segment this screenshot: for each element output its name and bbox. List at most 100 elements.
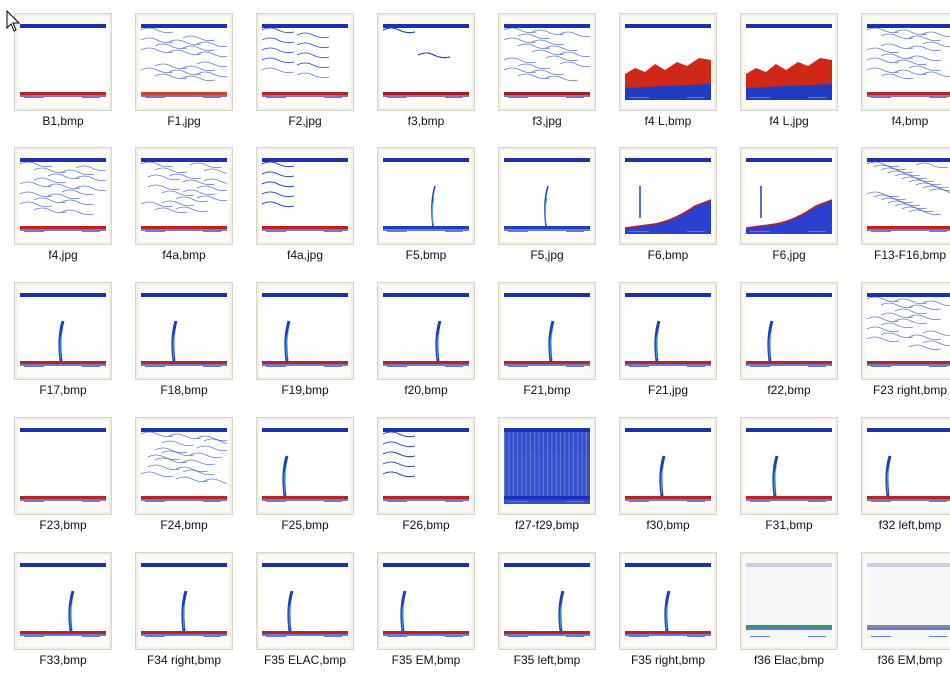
- file-item[interactable]: f27-f29,bmp: [498, 417, 618, 547]
- file-name-label[interactable]: F17,bmp: [39, 383, 87, 397]
- file-name-label[interactable]: f4,bmp: [891, 114, 929, 128]
- file-item[interactable]: F6,jpg: [740, 147, 860, 277]
- thumbnail-frame[interactable]: [256, 13, 354, 111]
- file-name-label[interactable]: f3,bmp: [407, 114, 445, 128]
- thumbnail-frame[interactable]: [498, 552, 596, 650]
- file-item[interactable]: f36 Elac,bmp: [740, 552, 860, 682]
- file-name-label[interactable]: B1,bmp: [42, 114, 84, 128]
- file-item[interactable]: F31,bmp: [740, 417, 860, 547]
- file-name-label[interactable]: f4 L,bmp: [644, 114, 692, 128]
- file-name-label[interactable]: F23 right,bmp: [872, 383, 948, 397]
- thumbnail-frame[interactable]: [740, 552, 838, 650]
- file-item[interactable]: F25,bmp: [256, 417, 376, 547]
- file-name-label[interactable]: f22,bmp: [767, 383, 811, 397]
- thumbnail-frame[interactable]: [861, 147, 950, 245]
- thumbnail-frame[interactable]: [377, 417, 475, 515]
- file-name-label[interactable]: f32 left,bmp: [878, 518, 942, 532]
- file-item[interactable]: f20,bmp: [377, 282, 497, 412]
- file-name-label[interactable]: f3,jpg: [532, 114, 562, 128]
- file-name-label[interactable]: f36 EM,bmp: [877, 653, 943, 667]
- file-name-label[interactable]: f27-f29,bmp: [514, 518, 580, 532]
- thumbnail-frame[interactable]: [135, 552, 233, 650]
- file-name-label[interactable]: f30,bmp: [646, 518, 690, 532]
- file-name-label[interactable]: F35 right,bmp: [630, 653, 706, 667]
- thumbnail-frame[interactable]: [14, 13, 112, 111]
- thumbnail-frame[interactable]: [14, 282, 112, 380]
- thumbnail-frame[interactable]: [256, 552, 354, 650]
- file-item[interactable]: F19,bmp: [256, 282, 376, 412]
- file-item[interactable]: F24,bmp: [135, 417, 255, 547]
- file-item[interactable]: F2,jpg: [256, 13, 376, 143]
- thumbnail-frame[interactable]: [377, 147, 475, 245]
- file-item[interactable]: F35 ELAC,bmp: [256, 552, 376, 682]
- file-name-label[interactable]: F13-F16,bmp: [873, 248, 947, 262]
- file-item[interactable]: F5,jpg: [498, 147, 618, 277]
- thumbnail-frame[interactable]: [135, 282, 233, 380]
- thumbnail-frame[interactable]: [256, 282, 354, 380]
- thumbnail-frame[interactable]: [377, 552, 475, 650]
- file-name-label[interactable]: F18,bmp: [160, 383, 208, 397]
- file-name-label[interactable]: F6,jpg: [772, 248, 806, 262]
- file-item[interactable]: f4 L,bmp: [619, 13, 739, 143]
- thumbnail-frame[interactable]: [377, 13, 475, 111]
- file-item[interactable]: F6,bmp: [619, 147, 739, 277]
- file-item[interactable]: F1,jpg: [135, 13, 255, 143]
- file-item[interactable]: f4 L,jpg: [740, 13, 860, 143]
- file-name-label[interactable]: F21,jpg: [647, 383, 689, 397]
- thumbnail-frame[interactable]: [256, 417, 354, 515]
- thumbnail-frame[interactable]: [14, 417, 112, 515]
- thumbnail-frame[interactable]: [740, 13, 838, 111]
- file-item[interactable]: f36 EM,bmp: [861, 552, 950, 682]
- file-name-label[interactable]: f20,bmp: [404, 383, 448, 397]
- thumbnail-frame[interactable]: [740, 147, 838, 245]
- thumbnail-frame[interactable]: [135, 13, 233, 111]
- thumbnail-frame[interactable]: [740, 417, 838, 515]
- file-name-label[interactable]: f4a,bmp: [162, 248, 206, 262]
- file-item[interactable]: f32 left,bmp: [861, 417, 950, 547]
- file-item[interactable]: f3,bmp: [377, 13, 497, 143]
- file-item[interactable]: f30,bmp: [619, 417, 739, 547]
- thumbnail-frame[interactable]: [135, 417, 233, 515]
- file-name-label[interactable]: F35 left,bmp: [513, 653, 581, 667]
- file-name-label[interactable]: f4 L,jpg: [769, 114, 809, 128]
- thumbnail-frame[interactable]: [135, 147, 233, 245]
- file-name-label[interactable]: F5,bmp: [405, 248, 447, 262]
- file-item[interactable]: f22,bmp: [740, 282, 860, 412]
- thumbnail-frame[interactable]: [498, 282, 596, 380]
- thumbnail-frame[interactable]: [861, 13, 950, 111]
- file-item[interactable]: F26,bmp: [377, 417, 497, 547]
- file-item[interactable]: f4,bmp: [861, 13, 950, 143]
- file-item[interactable]: f4a,bmp: [135, 147, 255, 277]
- file-item[interactable]: F21,jpg: [619, 282, 739, 412]
- thumbnail-frame[interactable]: [498, 147, 596, 245]
- file-item[interactable]: F5,bmp: [377, 147, 497, 277]
- thumbnail-frame[interactable]: [619, 147, 717, 245]
- file-name-label[interactable]: F26,bmp: [402, 518, 450, 532]
- file-item[interactable]: f4,jpg: [14, 147, 134, 277]
- file-name-label[interactable]: F6,bmp: [647, 248, 689, 262]
- file-item[interactable]: F18,bmp: [135, 282, 255, 412]
- thumbnail-frame[interactable]: [619, 282, 717, 380]
- file-item[interactable]: B1,bmp: [14, 13, 134, 143]
- file-item[interactable]: F13-F16,bmp: [861, 147, 950, 277]
- file-name-label[interactable]: F31,bmp: [765, 518, 813, 532]
- file-item[interactable]: F35 right,bmp: [619, 552, 739, 682]
- file-item[interactable]: F21,bmp: [498, 282, 618, 412]
- file-item[interactable]: f4a,jpg: [256, 147, 376, 277]
- thumbnail-frame[interactable]: [619, 417, 717, 515]
- file-name-label[interactable]: F19,bmp: [281, 383, 329, 397]
- file-item[interactable]: F23,bmp: [14, 417, 134, 547]
- file-name-label[interactable]: F23,bmp: [39, 518, 87, 532]
- thumbnail-frame[interactable]: [740, 282, 838, 380]
- file-name-label[interactable]: F1,jpg: [167, 114, 201, 128]
- thumbnail-frame[interactable]: [377, 282, 475, 380]
- file-item[interactable]: F23 right,bmp: [861, 282, 950, 412]
- file-name-label[interactable]: F35 ELAC,bmp: [263, 653, 347, 667]
- thumbnail-frame[interactable]: [498, 417, 596, 515]
- file-item[interactable]: F35 left,bmp: [498, 552, 618, 682]
- file-name-label[interactable]: f4,jpg: [48, 248, 78, 262]
- thumbnail-frame[interactable]: [256, 147, 354, 245]
- file-name-label[interactable]: F2,jpg: [288, 114, 322, 128]
- file-name-label[interactable]: F5,jpg: [530, 248, 564, 262]
- file-name-label[interactable]: F34 right,bmp: [146, 653, 222, 667]
